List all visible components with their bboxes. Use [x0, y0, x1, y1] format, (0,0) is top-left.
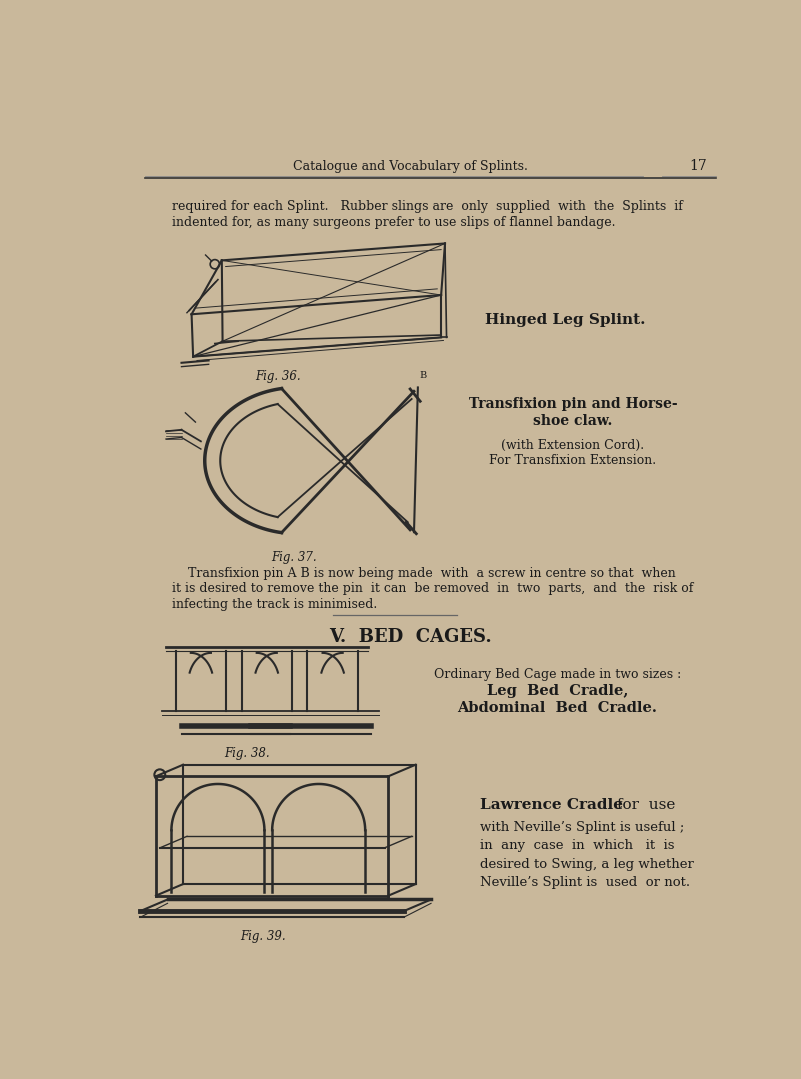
Text: for  use: for use: [612, 797, 675, 811]
Text: infecting the track is minimised.: infecting the track is minimised.: [172, 598, 377, 611]
Text: Neville’s Splint is  used  or not.: Neville’s Splint is used or not.: [480, 876, 690, 889]
Text: with Neville’s Splint is useful ;: with Neville’s Splint is useful ;: [480, 821, 684, 834]
Text: it is desired to remove the pin  it can  be removed  in  two  parts,  and  the  : it is desired to remove the pin it can b…: [172, 583, 694, 596]
Text: Transfixion pin A B is now being made  with  a screw in centre so that  when: Transfixion pin A B is now being made wi…: [172, 566, 676, 579]
Text: shoe claw.: shoe claw.: [533, 414, 613, 428]
Text: Abdominal  Bed  Cradle.: Abdominal Bed Cradle.: [457, 701, 658, 714]
Text: (with Extension Cord).: (with Extension Cord).: [501, 439, 645, 452]
Text: desired to Swing, a leg whether: desired to Swing, a leg whether: [480, 858, 694, 871]
Text: Ordinary Bed Cage made in two sizes :: Ordinary Bed Cage made in two sizes :: [434, 669, 681, 682]
Text: Fig. 36.: Fig. 36.: [256, 370, 301, 383]
Text: B: B: [420, 371, 427, 380]
Text: in  any  case  in  which   it  is: in any case in which it is: [480, 839, 674, 852]
Text: Lawrence Cradle: Lawrence Cradle: [480, 797, 623, 811]
Text: indented for, as many surgeons prefer to use slips of flannel bandage.: indented for, as many surgeons prefer to…: [172, 216, 616, 229]
Text: 17: 17: [690, 160, 707, 174]
Text: Fig. 38.: Fig. 38.: [224, 747, 270, 760]
Text: V.  BED  CAGES.: V. BED CAGES.: [328, 628, 492, 646]
Text: Leg  Bed  Cradle,: Leg Bed Cradle,: [487, 684, 628, 698]
Text: For Transfixion Extension.: For Transfixion Extension.: [489, 454, 657, 467]
Text: Fig. 39.: Fig. 39.: [240, 930, 286, 943]
Text: required for each Splint.   Rubber slings are  only  supplied  with  the  Splint: required for each Splint. Rubber slings …: [172, 201, 683, 214]
Text: Transfixion pin and Horse-: Transfixion pin and Horse-: [469, 397, 677, 411]
Text: Hinged Leg Splint.: Hinged Leg Splint.: [485, 313, 646, 327]
Text: Catalogue and Vocabulary of Splints.: Catalogue and Vocabulary of Splints.: [292, 161, 528, 174]
Text: Fig. 37.: Fig. 37.: [271, 551, 316, 564]
